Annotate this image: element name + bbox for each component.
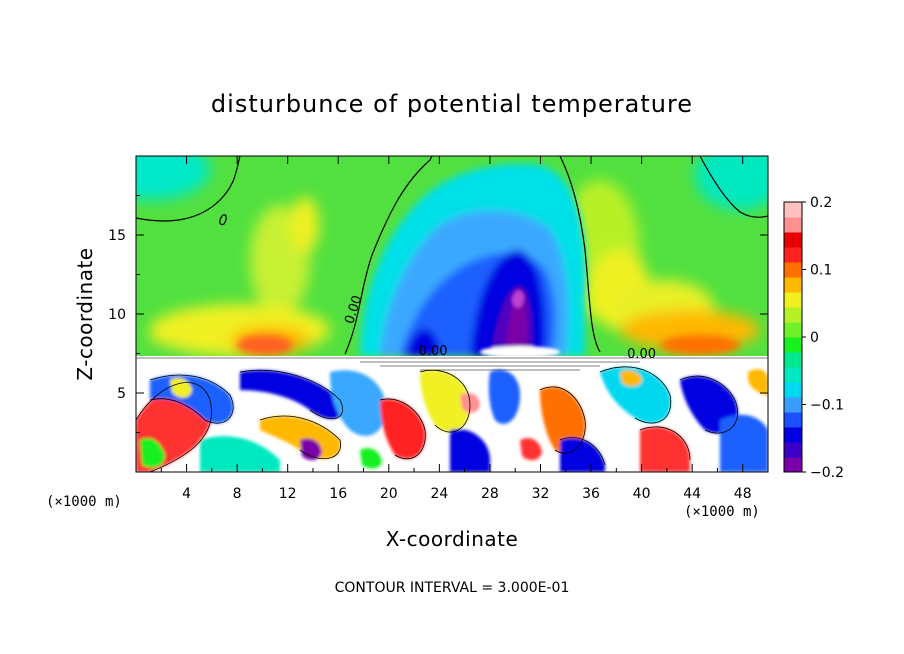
- colorbar-tick-label: 0: [810, 330, 819, 346]
- contour-field: [136, 156, 768, 472]
- colorbar-segment: [784, 292, 802, 308]
- colorbar-segment: [784, 322, 802, 338]
- upper-field: [136, 156, 768, 358]
- y-tick-label: 5: [117, 386, 126, 402]
- colorbar-segment: [784, 232, 802, 248]
- y-axis-unit: (×1000 m): [46, 494, 122, 510]
- colorbar-segment: [784, 367, 802, 383]
- x-tick-label: 32: [532, 486, 550, 502]
- y-tick-label: 15: [108, 228, 126, 244]
- contour-label: 0.00: [419, 344, 448, 359]
- x-tick-label: 20: [380, 486, 398, 502]
- x-tick-label: 28: [481, 486, 499, 502]
- colorbar-segment: [784, 442, 802, 458]
- contour-label: 0.00: [627, 347, 656, 362]
- lower-turbulent-layer: [136, 356, 768, 472]
- y-tick-label: 10: [108, 307, 126, 323]
- y-axis: 5 10 15: [108, 195, 768, 433]
- x-axis-label: X-coordinate: [386, 527, 519, 551]
- colorbar-segment: [784, 457, 802, 473]
- x-axis: 4 8 12 16 20 24 28 32 36 40 44 48: [160, 156, 752, 502]
- colorbar-segment: [784, 352, 802, 368]
- colorbar-segment: [784, 262, 802, 278]
- x-tick-label: 8: [233, 486, 242, 502]
- colorbar-segment: [784, 217, 802, 233]
- x-tick-label: 24: [430, 486, 448, 502]
- colorbar-tick-label: −0.2: [810, 465, 844, 481]
- colorbar-segment: [784, 277, 802, 293]
- x-tick-label: 36: [582, 486, 600, 502]
- colorbar-segment: [784, 247, 802, 263]
- colorbar-segment: [784, 427, 802, 443]
- x-tick-label: 12: [279, 486, 297, 502]
- colorbar-segment: [784, 307, 802, 323]
- colorbar-segment: [784, 337, 802, 353]
- colorbar: −0.2 −0.1 0 0.1 0.2: [783, 195, 844, 481]
- colorbar-segment: [784, 412, 802, 428]
- chart-title: disturbunce of potential temperature: [211, 90, 693, 118]
- colorbar-tick-label: 0.1: [810, 263, 832, 279]
- x-tick-label: 44: [683, 486, 701, 502]
- zero-contour-lines: [136, 156, 768, 355]
- x-axis-unit: (×1000 m): [684, 504, 760, 520]
- colorbar-segment: [784, 397, 802, 413]
- x-tick-label: 16: [329, 486, 347, 502]
- x-tick-label: 4: [182, 486, 191, 502]
- colorbar-tick-label: 0.2: [810, 195, 832, 211]
- colorbar-segment: [784, 202, 802, 218]
- colorbar-segment: [784, 382, 802, 398]
- contour-interval-note: CONTOUR INTERVAL = 3.000E-01: [335, 580, 570, 596]
- x-tick-label: 40: [633, 486, 651, 502]
- colorbar-tick-label: −0.1: [810, 398, 844, 414]
- x-tick-label: 48: [734, 486, 752, 502]
- y-axis-label: Z-coordinate: [73, 247, 97, 380]
